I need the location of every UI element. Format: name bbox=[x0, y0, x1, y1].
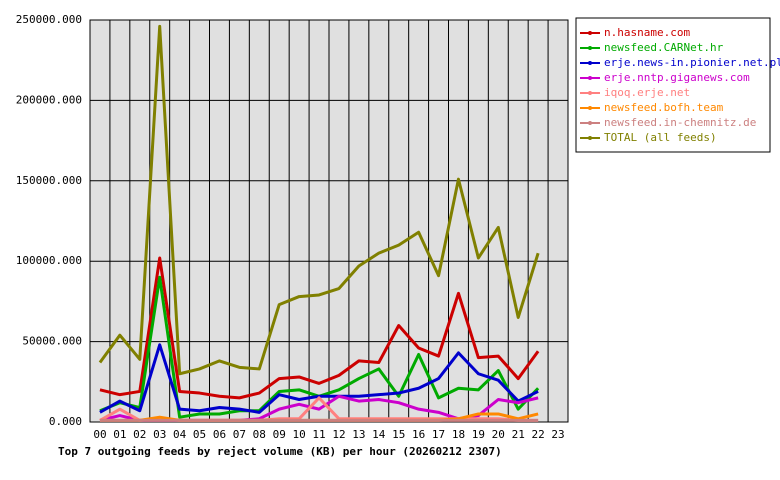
x-tick-label: 16 bbox=[412, 428, 425, 441]
x-tick-label: 13 bbox=[352, 428, 365, 441]
x-tick-label: 22 bbox=[532, 428, 545, 441]
x-tick-label: 20 bbox=[492, 428, 505, 441]
x-tick-label: 10 bbox=[293, 428, 306, 441]
x-tick-label: 19 bbox=[472, 428, 485, 441]
y-tick-label: 100000.000 bbox=[16, 254, 82, 267]
legend-label: newsfeed.CARNet.hr bbox=[604, 41, 724, 54]
x-tick-label: 23 bbox=[551, 428, 564, 441]
x-tick-label: 05 bbox=[193, 428, 206, 441]
x-tick-label: 00 bbox=[93, 428, 106, 441]
legend-marker bbox=[588, 31, 592, 35]
legend-label: erje.nntp.giganews.com bbox=[604, 71, 750, 84]
x-tick-label: 12 bbox=[332, 428, 345, 441]
y-tick-label: 200000.000 bbox=[16, 93, 82, 106]
x-tick-label: 09 bbox=[273, 428, 286, 441]
legend-label: iqoq.erje.net bbox=[604, 86, 690, 99]
y-tick-label: 50000.000 bbox=[22, 335, 82, 348]
legend-marker bbox=[588, 91, 592, 95]
x-tick-label: 01 bbox=[113, 428, 126, 441]
x-tick-label: 15 bbox=[392, 428, 405, 441]
x-tick-label: 06 bbox=[213, 428, 226, 441]
legend-marker bbox=[588, 76, 592, 80]
legend bbox=[575, 17, 771, 153]
x-tick-label: 11 bbox=[312, 428, 325, 441]
legend-label: newsfeed.bofh.team bbox=[604, 101, 724, 114]
legend-marker bbox=[588, 61, 592, 65]
y-tick-label: 250000.000 bbox=[16, 13, 82, 26]
x-tick-label: 03 bbox=[153, 428, 166, 441]
legend-label: n.hasname.com bbox=[604, 26, 690, 39]
chart-title: Top 7 outgoing feeds by reject volume (K… bbox=[58, 445, 502, 458]
x-tick-label: 18 bbox=[452, 428, 465, 441]
legend-label: erje.news-in.pionier.net.pl bbox=[604, 56, 780, 69]
legend-marker bbox=[588, 136, 592, 140]
x-tick-label: 17 bbox=[432, 428, 445, 441]
y-tick-label: 0.000 bbox=[49, 415, 82, 428]
legend-label: TOTAL (all feeds) bbox=[604, 131, 717, 144]
series-line bbox=[99, 256, 540, 400]
x-tick-label: 21 bbox=[512, 428, 525, 441]
series-line bbox=[98, 24, 540, 376]
legend-label: newsfeed.in-chemnitz.de bbox=[604, 116, 756, 129]
x-tick-label: 14 bbox=[372, 428, 386, 441]
x-tick-label: 08 bbox=[253, 428, 266, 441]
x-tick-label: 04 bbox=[173, 428, 187, 441]
x-tick-label: 07 bbox=[233, 428, 246, 441]
legend-marker bbox=[588, 121, 592, 125]
y-tick-label: 150000.000 bbox=[16, 174, 82, 187]
x-tick-label: 02 bbox=[133, 428, 146, 441]
legend-marker bbox=[588, 106, 592, 110]
legend-marker bbox=[588, 46, 592, 50]
series-line bbox=[99, 343, 539, 414]
